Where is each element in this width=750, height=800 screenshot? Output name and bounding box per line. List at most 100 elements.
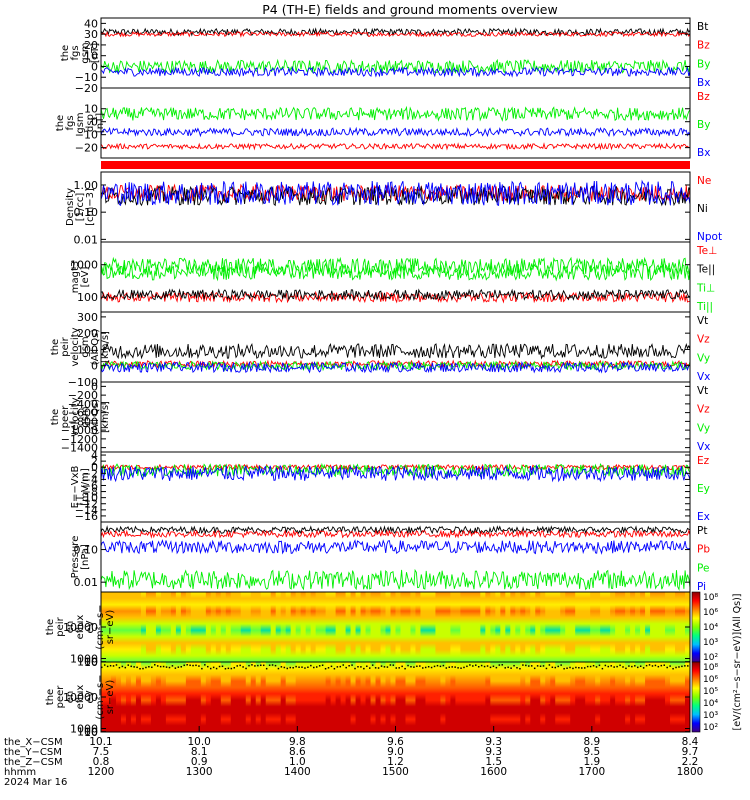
heatmap-dot xyxy=(498,664,501,666)
heatmap-column xyxy=(510,592,516,662)
heatmap-dot xyxy=(681,665,683,668)
heatmap-dot xyxy=(675,666,677,669)
heatmap-dot xyxy=(424,666,427,669)
ytick-label: 100 xyxy=(77,291,98,304)
legend-pi: Pi xyxy=(697,581,706,593)
heatmap-dot xyxy=(513,664,515,667)
ylabel-p6: thepeervelocitygsm(All Qs)[km/s] xyxy=(50,397,111,436)
heatmap-column xyxy=(325,662,332,732)
legend-ti: Ti|| xyxy=(696,301,713,313)
heatmap-column xyxy=(250,592,257,662)
series-line-ti xyxy=(101,256,690,276)
ytick-label: 0 xyxy=(91,60,98,73)
heatmap-column xyxy=(645,592,651,662)
heatmap-dot xyxy=(660,664,663,667)
ytick-label: −20 xyxy=(75,142,98,155)
heatmap-dot xyxy=(233,667,236,669)
heatmap-column xyxy=(650,662,656,732)
heatmap-column xyxy=(220,592,227,662)
heatmap-column xyxy=(480,592,486,662)
heatmap-dot xyxy=(419,665,421,667)
heatmap-dot xyxy=(130,665,132,668)
heatmap-dot xyxy=(313,666,315,669)
legend-ex: Ex xyxy=(697,511,710,523)
series-line-ex xyxy=(101,464,690,483)
heatmap-column xyxy=(320,592,327,662)
heatmap-dot xyxy=(221,665,224,668)
xaxis-row-label: the_X−CSM xyxy=(4,737,63,748)
heatmap-dot xyxy=(657,665,660,668)
series-line-by xyxy=(101,105,690,122)
ytick-label: 100 xyxy=(77,656,98,669)
heatmap-column xyxy=(255,592,262,662)
heatmap-column xyxy=(485,592,491,662)
heatmap-dot xyxy=(165,666,168,668)
heatmap-dot xyxy=(557,665,559,668)
heatmap-dot xyxy=(489,666,492,669)
heatmap-column xyxy=(555,592,561,662)
heatmap-dot xyxy=(192,664,194,667)
heatmap-column xyxy=(285,662,292,732)
heatmap-column xyxy=(385,662,392,732)
xtick-label: 9.6 xyxy=(387,736,404,748)
heatmap-dot xyxy=(436,664,439,667)
heatmap-dot xyxy=(392,664,395,666)
heatmap-column xyxy=(655,662,661,732)
heatmap-column xyxy=(125,662,132,732)
heatmap-column xyxy=(115,662,122,732)
heatmap-dot xyxy=(607,665,610,668)
heatmap-column xyxy=(615,592,621,662)
heatmap-column xyxy=(625,592,631,662)
heatmap-dot xyxy=(457,667,459,669)
ylabel-p5: thepeirvelocitygsm(All Qs)[km/s] xyxy=(50,327,111,366)
ytick-label: 10 xyxy=(84,726,98,739)
heatmap-dot xyxy=(501,664,504,666)
heatmap-dot xyxy=(586,665,589,668)
heatmap-column xyxy=(545,592,551,662)
heatmap-column xyxy=(475,662,481,732)
heatmap-dot xyxy=(578,666,580,669)
heatmap-column xyxy=(550,592,556,662)
heatmap-column xyxy=(415,662,422,732)
heatmap-column xyxy=(345,662,352,732)
heatmap-dot xyxy=(145,666,147,669)
heatmap-column xyxy=(295,662,302,732)
panel-p7: 420−2−4−6−8−10−12−14−16E=−VxB[mV/m] Ez Ey E… xyxy=(70,449,710,523)
xtick-label: 1700 xyxy=(578,766,605,778)
heatmap-dot xyxy=(254,665,256,667)
heatmap-column xyxy=(180,662,187,732)
heatmap-dot xyxy=(687,665,689,667)
ytick-label: 10000 xyxy=(63,621,98,634)
heatmap-column xyxy=(310,592,317,662)
heatmap-column xyxy=(160,592,167,662)
heatmap-dot xyxy=(168,666,171,669)
ytick-label: −8 xyxy=(82,486,98,499)
series-line-vt xyxy=(101,342,690,360)
heatmap-column xyxy=(400,592,407,662)
ytick-label: −14 xyxy=(75,504,98,517)
heatmap-column xyxy=(135,592,142,662)
xtick-label: 0.8 xyxy=(93,756,110,768)
heatmap-dot xyxy=(345,666,347,669)
ylabel-p9: thepeirenefluxeV(cm²−s−sr−eV) xyxy=(45,604,116,649)
heatmap-dot xyxy=(572,667,574,670)
heatmap-dot xyxy=(265,667,268,670)
heatmap-column xyxy=(105,662,112,732)
heatmap-column xyxy=(325,592,332,662)
heatmap-column xyxy=(230,592,237,662)
ytick-label: −1400 xyxy=(61,442,98,455)
ytick-label: −100 xyxy=(68,376,98,389)
heatmap-column xyxy=(265,662,272,732)
legend-vz: Vz xyxy=(697,334,710,346)
heatmap-dot xyxy=(536,665,539,667)
series-line-pb xyxy=(101,529,690,539)
heatmap-column xyxy=(640,592,646,662)
ytick-label: 0 xyxy=(91,461,98,474)
series-line-vx xyxy=(101,360,690,374)
heatmap-dot xyxy=(354,667,356,670)
heatmap-column xyxy=(380,662,387,732)
heatmap-dot xyxy=(386,666,389,668)
heatmap-dot xyxy=(139,667,141,670)
